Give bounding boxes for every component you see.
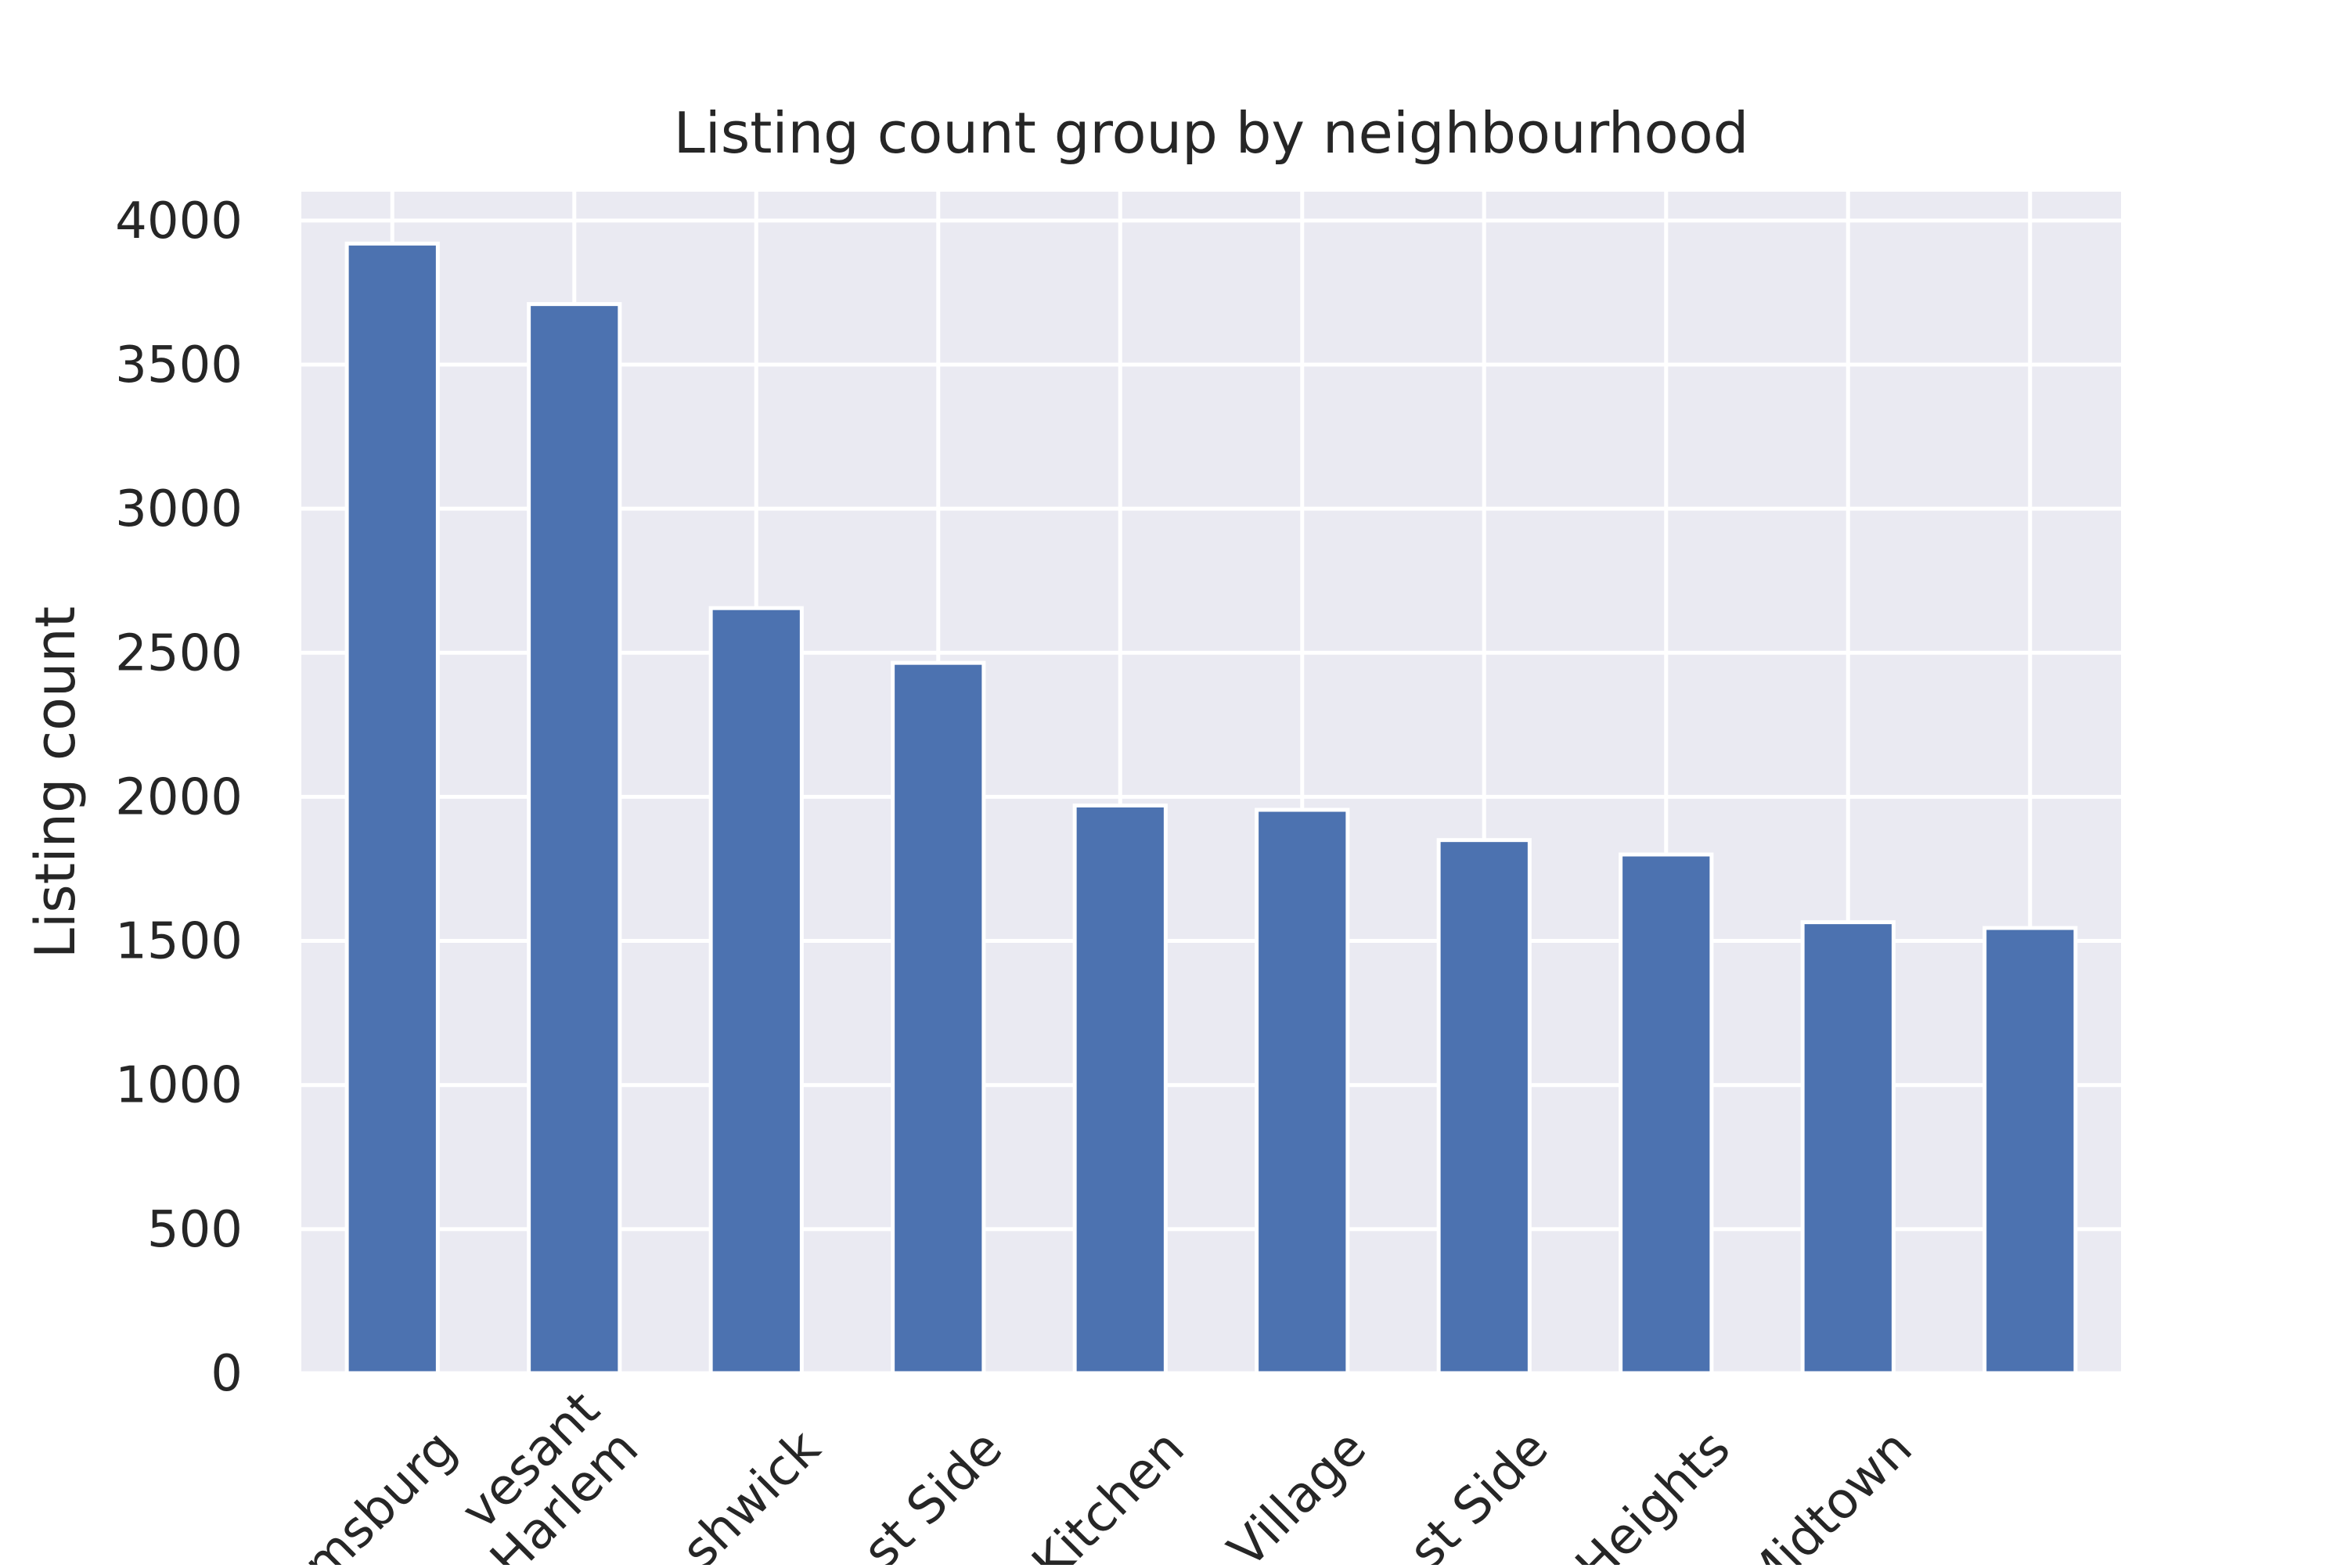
bar xyxy=(1982,926,2078,1376)
x-tick-label: shwick xyxy=(671,1419,831,1568)
x-tick-label-line: st Side xyxy=(1399,1419,1560,1565)
bar xyxy=(1619,852,1714,1376)
bars xyxy=(344,241,2078,1376)
y-tick-label: 2000 xyxy=(115,768,243,826)
x-tick-label: Village xyxy=(1218,1419,1377,1568)
y-tick-labels: 0 500 1000 1500 2000 2500 3000 3500 4000 xyxy=(115,192,243,1403)
x-tick-label-line: Kitchen xyxy=(1021,1419,1195,1565)
y-tick-label: 1000 xyxy=(115,1057,243,1115)
bar xyxy=(1800,920,1896,1376)
x-tick-label: st Side xyxy=(1399,1419,1560,1568)
x-tick-label: st Side xyxy=(852,1419,1014,1568)
x-tick-label-line: Heights xyxy=(1565,1419,1742,1565)
x-tick-label: Midtown xyxy=(1733,1419,1924,1568)
x-tick-label-line: Midtown xyxy=(1733,1419,1924,1565)
bar xyxy=(1072,803,1168,1376)
x-tick-label-line: st Side xyxy=(852,1419,1014,1565)
bar xyxy=(344,241,440,1376)
y-tick-label: 2500 xyxy=(115,624,243,682)
y-tick-label: 500 xyxy=(147,1201,243,1259)
y-axis-label: Listing count xyxy=(23,606,88,958)
y-tick-label: 3000 xyxy=(115,480,243,538)
bar xyxy=(1436,838,1532,1376)
bar xyxy=(527,302,622,1376)
bar xyxy=(708,606,804,1376)
bar xyxy=(1255,807,1350,1376)
x-tick-label: Heights xyxy=(1565,1419,1742,1568)
y-tick-label: 0 xyxy=(211,1345,243,1403)
x-tick-label-line: Village xyxy=(1218,1419,1377,1565)
bar xyxy=(891,660,986,1376)
x-tick-label-line: msburg xyxy=(293,1419,468,1565)
x-tick-label: Kitchen xyxy=(1021,1419,1195,1568)
y-tick-label: 4000 xyxy=(115,192,243,250)
x-tick-label: msburg xyxy=(293,1419,468,1568)
x-tick-label-line: shwick xyxy=(671,1419,831,1565)
y-tick-label: 3500 xyxy=(115,336,243,394)
y-tick-label: 1500 xyxy=(115,913,243,971)
chart-title: Listing count group by neighbourhood xyxy=(674,100,1749,166)
